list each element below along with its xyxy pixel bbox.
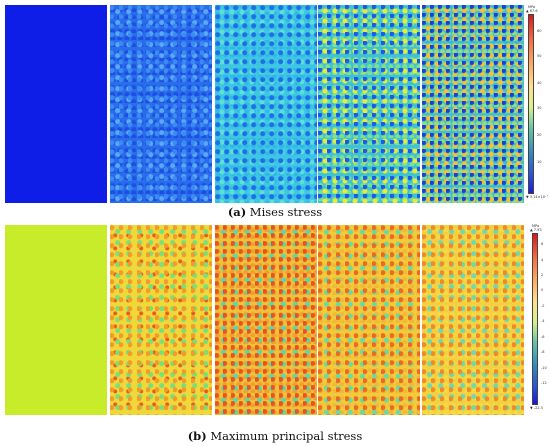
mises-colorbar-max: ▲ 67.6	[526, 9, 538, 13]
principal-tick: -2	[541, 303, 545, 308]
mises-tick: 50	[537, 54, 542, 59]
principal-colorbar-max: ▲ 7.93	[530, 228, 542, 232]
principal-colorbar-min: ▼ -22.3	[530, 406, 543, 410]
principal-tick: -10	[541, 365, 547, 370]
principal-tick: -4	[541, 319, 545, 324]
mises-tick: 30	[537, 106, 542, 111]
caption-a: (a) Mises stress	[0, 205, 550, 219]
caption-b: (b) Maximum principal stress	[0, 429, 550, 443]
caption-b-label: (b)	[187, 429, 207, 443]
principal-panel-2	[110, 225, 212, 415]
principal-colorbar	[532, 233, 538, 405]
mises-colorbar-min: ▼ 3.14×10⁻⁷	[526, 195, 549, 199]
principal-panel-5	[422, 225, 524, 415]
principal-tick: 0	[541, 288, 544, 293]
principal-tick: 6	[541, 242, 544, 247]
mises-panel-1	[5, 5, 107, 203]
principal-tick: 4	[541, 257, 544, 262]
caption-a-label: (a)	[227, 205, 247, 219]
caption-a-text: Mises stress	[246, 205, 323, 219]
mises-panel-5	[422, 5, 524, 203]
mises-tick: 60	[537, 29, 542, 33]
mises-tick: 20	[537, 133, 542, 138]
principal-tick: -12	[541, 381, 547, 386]
principal-panel-4	[318, 225, 420, 415]
caption-b-text: Maximum principal stress	[206, 429, 363, 443]
mises-colorbar	[528, 14, 534, 194]
principal-tick: -8	[541, 350, 545, 355]
principal-panel-1	[5, 225, 107, 415]
mises-tick: 40	[537, 81, 542, 86]
principal-tick: -6	[541, 334, 545, 339]
mises-colorbar-unit: MPa	[528, 5, 536, 9]
principal-tick: 2	[541, 273, 544, 277]
mises-panel-2	[110, 5, 212, 203]
principal-panel-3	[215, 225, 317, 415]
mises-tick: 10	[537, 160, 542, 165]
mises-panel-3	[215, 5, 317, 203]
principal-colorbar-unit: MPa	[532, 224, 540, 228]
mises-panel-4	[318, 5, 420, 203]
